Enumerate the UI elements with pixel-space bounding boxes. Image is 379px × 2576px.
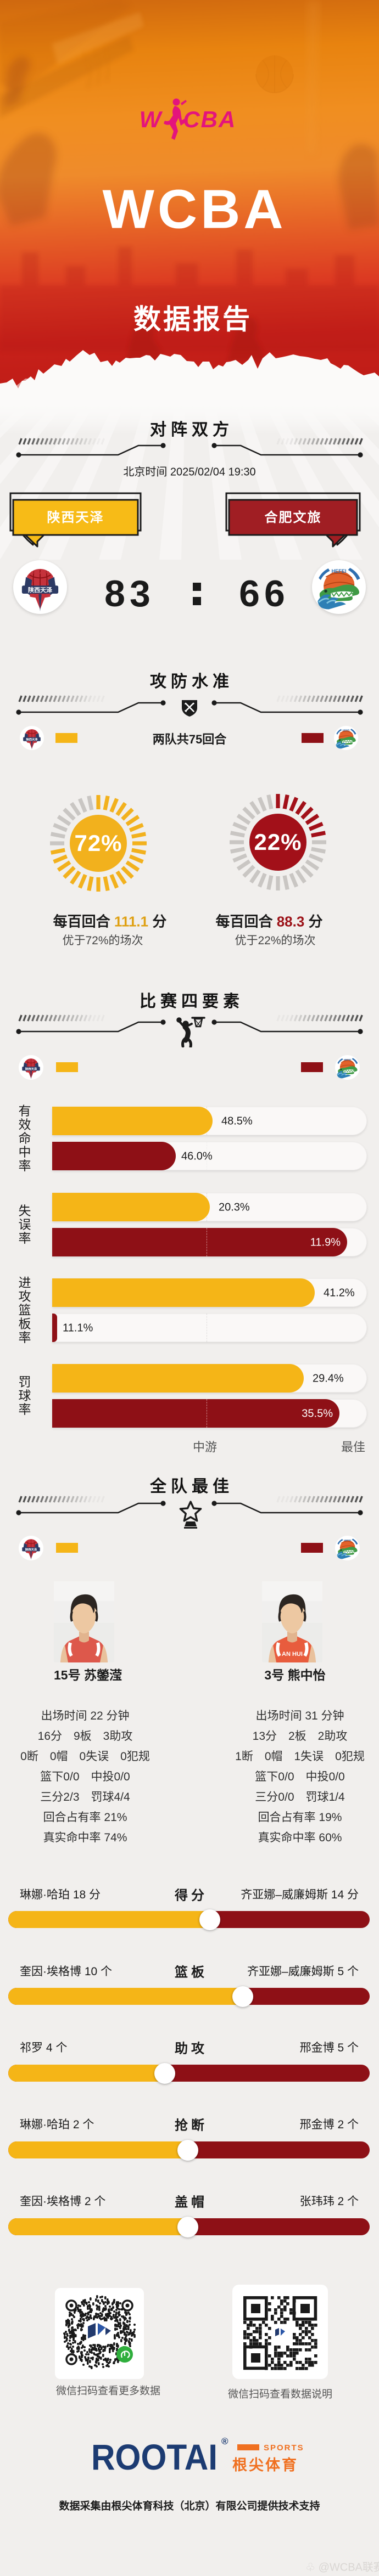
svg-text:合肥文旅: 合肥文旅: [265, 510, 322, 525]
svg-text:SPORTS: SPORTS: [264, 2443, 304, 2453]
svg-text:陕西天泽: 陕西天泽: [47, 510, 104, 525]
svg-text:®: ®: [221, 2436, 228, 2447]
svg-text:ROOTAI: ROOTAI: [91, 2437, 218, 2477]
svg-text:AN HUI: AN HUI: [282, 1651, 303, 1658]
svg-text:根尖体育: 根尖体育: [232, 2456, 298, 2473]
